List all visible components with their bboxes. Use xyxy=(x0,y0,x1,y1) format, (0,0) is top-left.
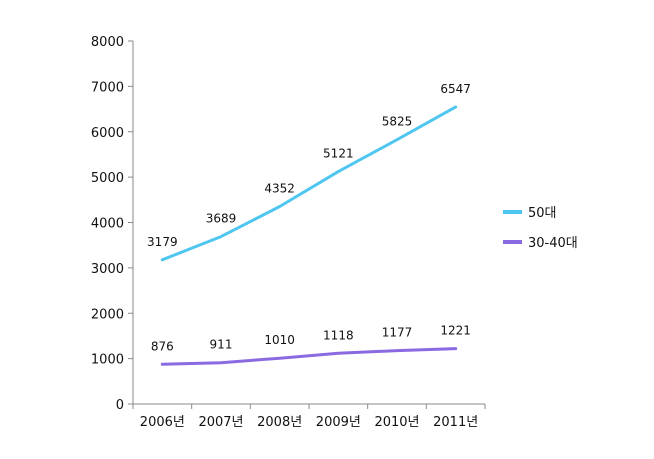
x-tick-label: 2006년 xyxy=(140,415,185,430)
y-tick-label: 1000 xyxy=(91,353,124,368)
y-tick-label: 2000 xyxy=(91,307,124,322)
legend-label: 50대 xyxy=(528,206,557,221)
x-tick-label: 2009년 xyxy=(316,415,361,430)
data-label: 911 xyxy=(210,338,233,352)
data-label: 4352 xyxy=(264,182,295,196)
data-label: 1221 xyxy=(440,324,471,338)
x-tick-label: 2011년 xyxy=(433,415,478,430)
series-line-2 xyxy=(160,347,458,366)
x-tick-label: 2007년 xyxy=(198,415,243,430)
y-tick-label: 7000 xyxy=(91,80,124,95)
y-tick-label: 6000 xyxy=(91,126,124,141)
y-axis-ticks: 0 1000 2000 3000 4000 5000 6000 7000 8000 xyxy=(91,35,133,413)
data-labels: 3179 3689 4352 5121 5825 6547 876 911 1010 1118 11… xyxy=(147,82,471,353)
legend: 50대 30-40대 xyxy=(503,206,578,251)
y-tick-label: 0 xyxy=(116,398,124,413)
series-line-1 xyxy=(160,105,458,262)
data-label: 876 xyxy=(151,339,174,353)
data-label: 1177 xyxy=(382,326,413,340)
data-label: 6547 xyxy=(440,82,471,96)
y-tick-label: 8000 xyxy=(91,35,124,50)
legend-label: 30-40대 xyxy=(528,236,578,251)
data-label: 1010 xyxy=(264,333,295,347)
data-label: 5825 xyxy=(382,115,413,129)
data-label: 1118 xyxy=(323,328,354,342)
x-tick-label: 2010년 xyxy=(374,415,419,430)
data-label: 3179 xyxy=(147,235,178,249)
x-tick-label: 2008년 xyxy=(257,415,302,430)
y-tick-label: 3000 xyxy=(91,262,124,277)
y-tick-label: 5000 xyxy=(91,171,124,186)
x-axis-ticks: 2006년 2007년 2008년 2009년 2010년 2011년 xyxy=(132,404,486,430)
data-label: 5121 xyxy=(323,147,354,161)
data-label: 3689 xyxy=(206,212,237,226)
series-lines xyxy=(160,105,458,366)
y-tick-label: 4000 xyxy=(91,217,124,232)
